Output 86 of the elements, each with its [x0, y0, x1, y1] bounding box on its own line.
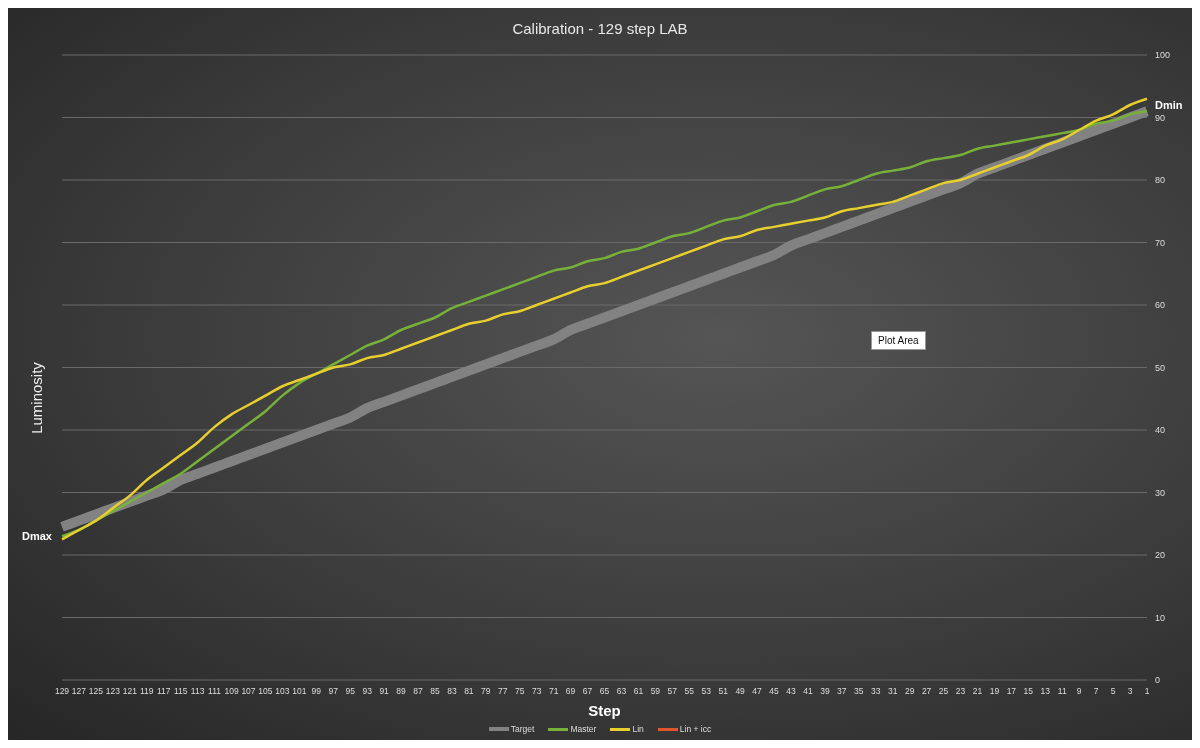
x-tick-label: 9	[1076, 686, 1082, 697]
x-tick-label: 25	[938, 686, 949, 697]
x-tick-label: 29	[904, 686, 915, 697]
x-tick-label: 123	[105, 686, 121, 697]
x-tick-label: 13	[1040, 686, 1051, 697]
y-tick-label: 80	[1155, 175, 1166, 186]
chart-title: Calibration - 129 step LAB	[511, 20, 689, 37]
y-tick-label: 50	[1155, 362, 1166, 373]
x-tick-label: 45	[769, 686, 780, 697]
x-tick-label: 7	[1093, 686, 1099, 697]
y-tick-label: 0	[1155, 675, 1161, 686]
x-tick-label: 33	[871, 686, 881, 697]
x-tick-label: 37	[837, 686, 847, 697]
x-tick-label: 39	[820, 686, 830, 697]
x-tick-label: 57	[667, 686, 678, 697]
x-tick-label: 83	[447, 686, 457, 697]
x-tick-label: 51	[718, 686, 729, 697]
x-tick-label: 63	[616, 686, 627, 697]
x-tick-label: 99	[311, 686, 322, 697]
y-axis-title: Luminosity	[27, 362, 45, 434]
x-tick-label: 113	[190, 686, 205, 697]
x-tick-label: 91	[379, 686, 390, 697]
x-tick-label: 5	[1110, 686, 1116, 697]
x-tick-label: 61	[633, 686, 644, 697]
x-tick-label: 77	[498, 686, 508, 697]
x-tick-label: 119	[139, 686, 154, 697]
x-tick-label: 43	[786, 686, 796, 697]
annotation: Dmin	[1155, 98, 1183, 111]
x-tick-label: 23	[955, 686, 966, 697]
x-tick-label: 107	[241, 686, 256, 697]
x-tick-label: 49	[735, 686, 746, 697]
y-tick-label: 10	[1155, 612, 1166, 623]
x-tick-label: 31	[887, 686, 898, 697]
x-tick-label: 17	[1006, 686, 1017, 697]
legend-label: Target	[510, 724, 535, 734]
x-tick-label: 97	[328, 686, 339, 697]
y-tick-label: 40	[1155, 425, 1166, 436]
x-tick-label: 71	[548, 686, 559, 697]
x-tick-label: 1	[1144, 686, 1150, 697]
y-tick-label: 100	[1155, 50, 1171, 61]
x-tick-label: 73	[531, 686, 542, 697]
x-tick-label: 89	[396, 686, 407, 697]
x-tick-label: 115	[173, 686, 188, 697]
legend-label: Lin	[632, 724, 644, 734]
x-tick-label: 21	[972, 686, 983, 697]
y-tick-label: 60	[1155, 300, 1166, 311]
x-tick-label: 85	[430, 686, 440, 697]
x-tick-label: 47	[752, 686, 763, 697]
y-tick-label: 70	[1155, 237, 1166, 248]
legend-label: Master	[570, 724, 597, 734]
x-axis-title: Step	[587, 702, 622, 719]
x-tick-label: 11	[1057, 686, 1067, 697]
x-tick-label: 81	[464, 686, 474, 697]
annotation: Dmax	[22, 530, 53, 543]
x-tick-label: 127	[71, 686, 87, 697]
x-tick-label: 59	[650, 686, 661, 697]
y-tick-label: 30	[1155, 487, 1166, 498]
x-tick-label: 27	[921, 686, 932, 697]
x-tick-label: 55	[684, 686, 695, 697]
x-tick-label: 3	[1127, 686, 1133, 697]
x-tick-label: 41	[803, 686, 813, 697]
legend-label: Lin + icc	[679, 724, 712, 734]
x-tick-label: 95	[345, 686, 356, 697]
x-tick-label: 109	[224, 686, 239, 697]
x-tick-label: 65	[599, 686, 610, 697]
x-tick-label: 93	[362, 686, 373, 697]
x-tick-label: 15	[1023, 686, 1034, 697]
x-tick-label: 105	[258, 686, 273, 697]
x-tick-label: 101	[292, 686, 307, 697]
x-tick-label: 117	[156, 686, 171, 697]
y-tick-label: 90	[1155, 112, 1166, 123]
x-tick-label: 67	[582, 686, 593, 697]
x-tick-label: 125	[88, 686, 104, 697]
x-tick-label: 35	[854, 686, 864, 697]
x-tick-label: 69	[565, 686, 576, 697]
annotation: Plot Area	[871, 331, 926, 350]
x-tick-label: 103	[275, 686, 290, 697]
x-tick-label: 129	[54, 686, 70, 697]
x-tick-label: 75	[515, 686, 525, 697]
x-tick-label: 121	[122, 686, 138, 697]
x-tick-label: 111	[208, 686, 222, 697]
x-tick-label: 53	[701, 686, 712, 697]
x-tick-label: 87	[413, 686, 424, 697]
y-tick-label: 20	[1155, 550, 1166, 561]
x-tick-label: 19	[989, 686, 1000, 697]
x-tick-label: 79	[481, 686, 491, 697]
